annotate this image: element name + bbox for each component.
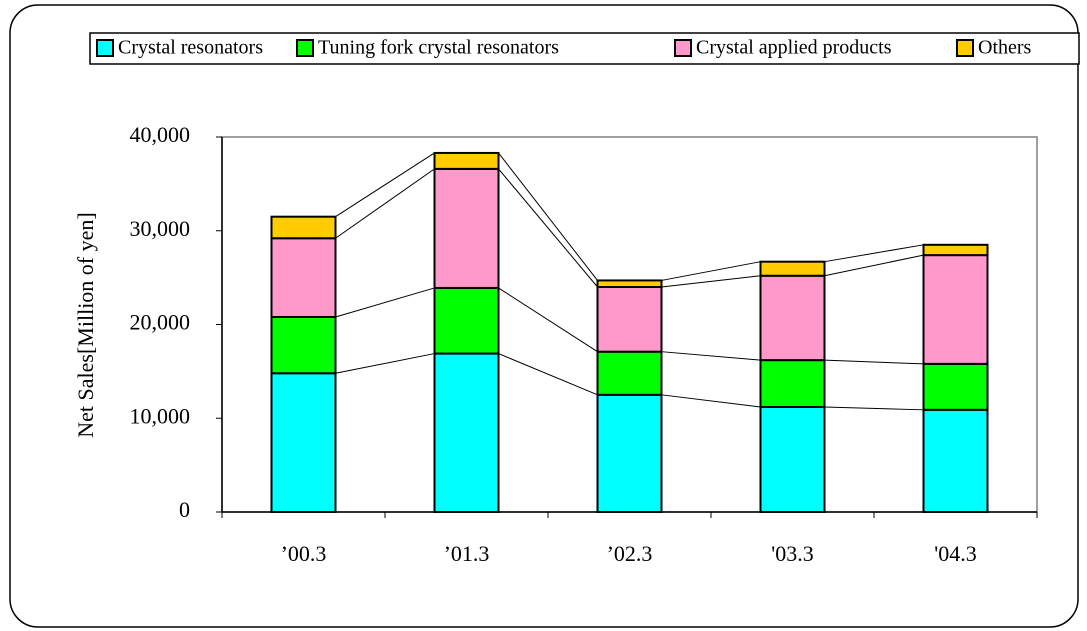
legend-label: Crystal resonators (118, 37, 263, 59)
x-tick-label: '03.3 (771, 541, 813, 566)
legend-swatch (674, 39, 692, 57)
bar-segment (270, 316, 337, 375)
series-line (824, 359, 924, 365)
bar-segment (596, 286, 663, 353)
bar-segment (759, 406, 826, 513)
y-tick-label: 20,000 (130, 310, 191, 335)
series-line (824, 244, 924, 263)
x-tick-label: ’00.3 (281, 541, 327, 566)
bar-segment (922, 243, 989, 257)
bar-segment (270, 237, 337, 318)
series-line (335, 353, 435, 374)
legend-box (89, 32, 1080, 65)
bar-segment (433, 167, 500, 289)
y-tick-label: 10,000 (130, 403, 191, 428)
series-line (335, 152, 435, 218)
x-tick-label: ’02.3 (607, 541, 653, 566)
legend-label: Others (978, 37, 1032, 59)
y-tick-label: 30,000 (130, 216, 191, 241)
bar-segment (433, 352, 500, 513)
bar-segment (759, 359, 826, 408)
series-line (824, 254, 924, 277)
bar-segment (759, 274, 826, 362)
series-line (498, 287, 598, 353)
legend-swatch (96, 39, 114, 57)
legend-label: Tuning fork crystal resonators (318, 37, 559, 59)
x-tick-label: ’01.3 (444, 541, 490, 566)
series-line (498, 168, 598, 288)
y-tick-label: 0 (179, 497, 190, 522)
bar-segment (922, 408, 989, 513)
bar-segment (270, 215, 337, 240)
bar-segment (433, 151, 500, 170)
series-line (335, 168, 435, 239)
bar-segment (596, 350, 663, 396)
series-line (661, 351, 761, 361)
bar-segment (433, 286, 500, 355)
legend-swatch (956, 39, 974, 57)
series-line (824, 406, 924, 411)
x-tick-label: '04.3 (934, 541, 976, 566)
series-line (498, 152, 598, 281)
bar-segment (596, 279, 663, 288)
bar-segment (270, 372, 337, 513)
bar-segment (596, 393, 663, 513)
y-axis-label: Net Sales[Million of yen] (73, 212, 98, 437)
series-line (661, 394, 761, 408)
bar-segment (922, 254, 989, 365)
legend-label: Crystal applied products (696, 37, 892, 59)
series-line (661, 275, 761, 288)
series-line (498, 353, 598, 396)
bar-segment (922, 362, 989, 411)
legend-swatch (296, 39, 314, 57)
y-tick-label: 40,000 (130, 122, 191, 147)
bar-segment (759, 260, 826, 277)
series-line (335, 287, 435, 318)
series-line (661, 261, 761, 281)
